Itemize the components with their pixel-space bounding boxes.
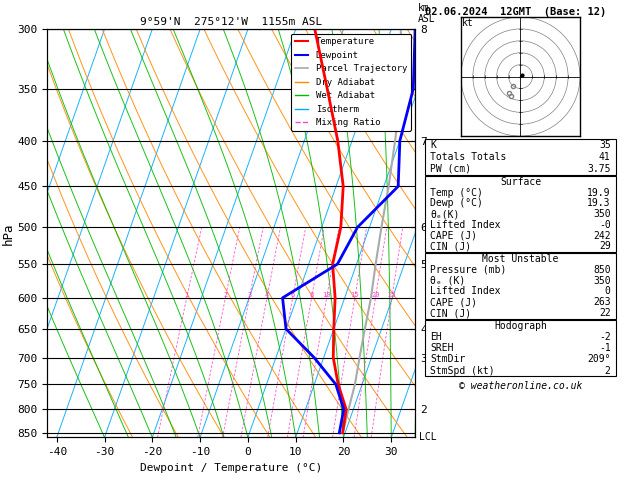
Text: 350: 350 (593, 209, 611, 219)
Text: 8: 8 (309, 292, 314, 298)
Text: -0: -0 (599, 220, 611, 230)
Text: CAPE (J): CAPE (J) (430, 230, 477, 241)
Text: θₑ (K): θₑ (K) (430, 276, 465, 286)
Text: 6: 6 (291, 292, 295, 298)
Text: PW (cm): PW (cm) (430, 164, 472, 174)
Text: CIN (J): CIN (J) (430, 308, 472, 318)
FancyBboxPatch shape (425, 320, 616, 376)
Text: © weatheronline.co.uk: © weatheronline.co.uk (459, 381, 582, 391)
Text: 263: 263 (593, 297, 611, 308)
Legend: Temperature, Dewpoint, Parcel Trajectory, Dry Adiabat, Wet Adiabat, Isotherm, Mi: Temperature, Dewpoint, Parcel Trajectory… (291, 34, 411, 131)
Text: Surface: Surface (500, 177, 541, 187)
Text: SREH: SREH (430, 343, 454, 353)
Title: 9°59'N  275°12'W  1155m ASL: 9°59'N 275°12'W 1155m ASL (140, 17, 322, 27)
Text: CAPE (J): CAPE (J) (430, 297, 477, 308)
Text: 02.06.2024  12GMT  (Base: 12): 02.06.2024 12GMT (Base: 12) (425, 7, 606, 17)
Text: 29: 29 (599, 242, 611, 251)
Text: 20: 20 (371, 292, 380, 298)
Y-axis label: Mixing Ratio (g/kg): Mixing Ratio (g/kg) (432, 177, 442, 289)
Text: 2: 2 (223, 292, 228, 298)
Text: 19.9: 19.9 (587, 188, 611, 198)
Text: Pressure (mb): Pressure (mb) (430, 264, 507, 275)
Text: 2: 2 (605, 365, 611, 376)
Text: Lifted Index: Lifted Index (430, 286, 501, 296)
Text: 850: 850 (593, 264, 611, 275)
Text: Hodograph: Hodograph (494, 321, 547, 331)
Text: K: K (430, 139, 436, 150)
Text: Temp (°C): Temp (°C) (430, 188, 483, 198)
Text: θₑ(K): θₑ(K) (430, 209, 460, 219)
Text: 25: 25 (387, 292, 396, 298)
Text: Most Unstable: Most Unstable (482, 254, 559, 264)
FancyBboxPatch shape (425, 139, 616, 175)
Text: kt: kt (462, 18, 474, 28)
FancyBboxPatch shape (425, 176, 616, 252)
Text: 0: 0 (605, 286, 611, 296)
Text: km
ASL: km ASL (418, 3, 436, 24)
Text: 22: 22 (599, 308, 611, 318)
Text: 10: 10 (323, 292, 331, 298)
Text: 242: 242 (593, 230, 611, 241)
Text: CIN (J): CIN (J) (430, 242, 472, 251)
Text: -1: -1 (599, 343, 611, 353)
Y-axis label: hPa: hPa (1, 222, 14, 244)
Text: 3.75: 3.75 (587, 164, 611, 174)
Text: 1: 1 (184, 292, 189, 298)
Text: 15: 15 (350, 292, 359, 298)
Text: StmDir: StmDir (430, 354, 465, 364)
Text: EH: EH (430, 332, 442, 342)
Text: Lifted Index: Lifted Index (430, 220, 501, 230)
Text: LCL: LCL (419, 433, 437, 442)
Text: Totals Totals: Totals Totals (430, 152, 507, 162)
Text: Dewp (°C): Dewp (°C) (430, 198, 483, 208)
Text: 19.3: 19.3 (587, 198, 611, 208)
Text: 4: 4 (265, 292, 269, 298)
Text: StmSpd (kt): StmSpd (kt) (430, 365, 495, 376)
Text: 209°: 209° (587, 354, 611, 364)
Text: 41: 41 (599, 152, 611, 162)
Text: -2: -2 (599, 332, 611, 342)
Text: 350: 350 (593, 276, 611, 286)
FancyBboxPatch shape (425, 253, 616, 319)
Text: 35: 35 (599, 139, 611, 150)
X-axis label: Dewpoint / Temperature (°C): Dewpoint / Temperature (°C) (140, 463, 322, 473)
Text: 3: 3 (247, 292, 252, 298)
